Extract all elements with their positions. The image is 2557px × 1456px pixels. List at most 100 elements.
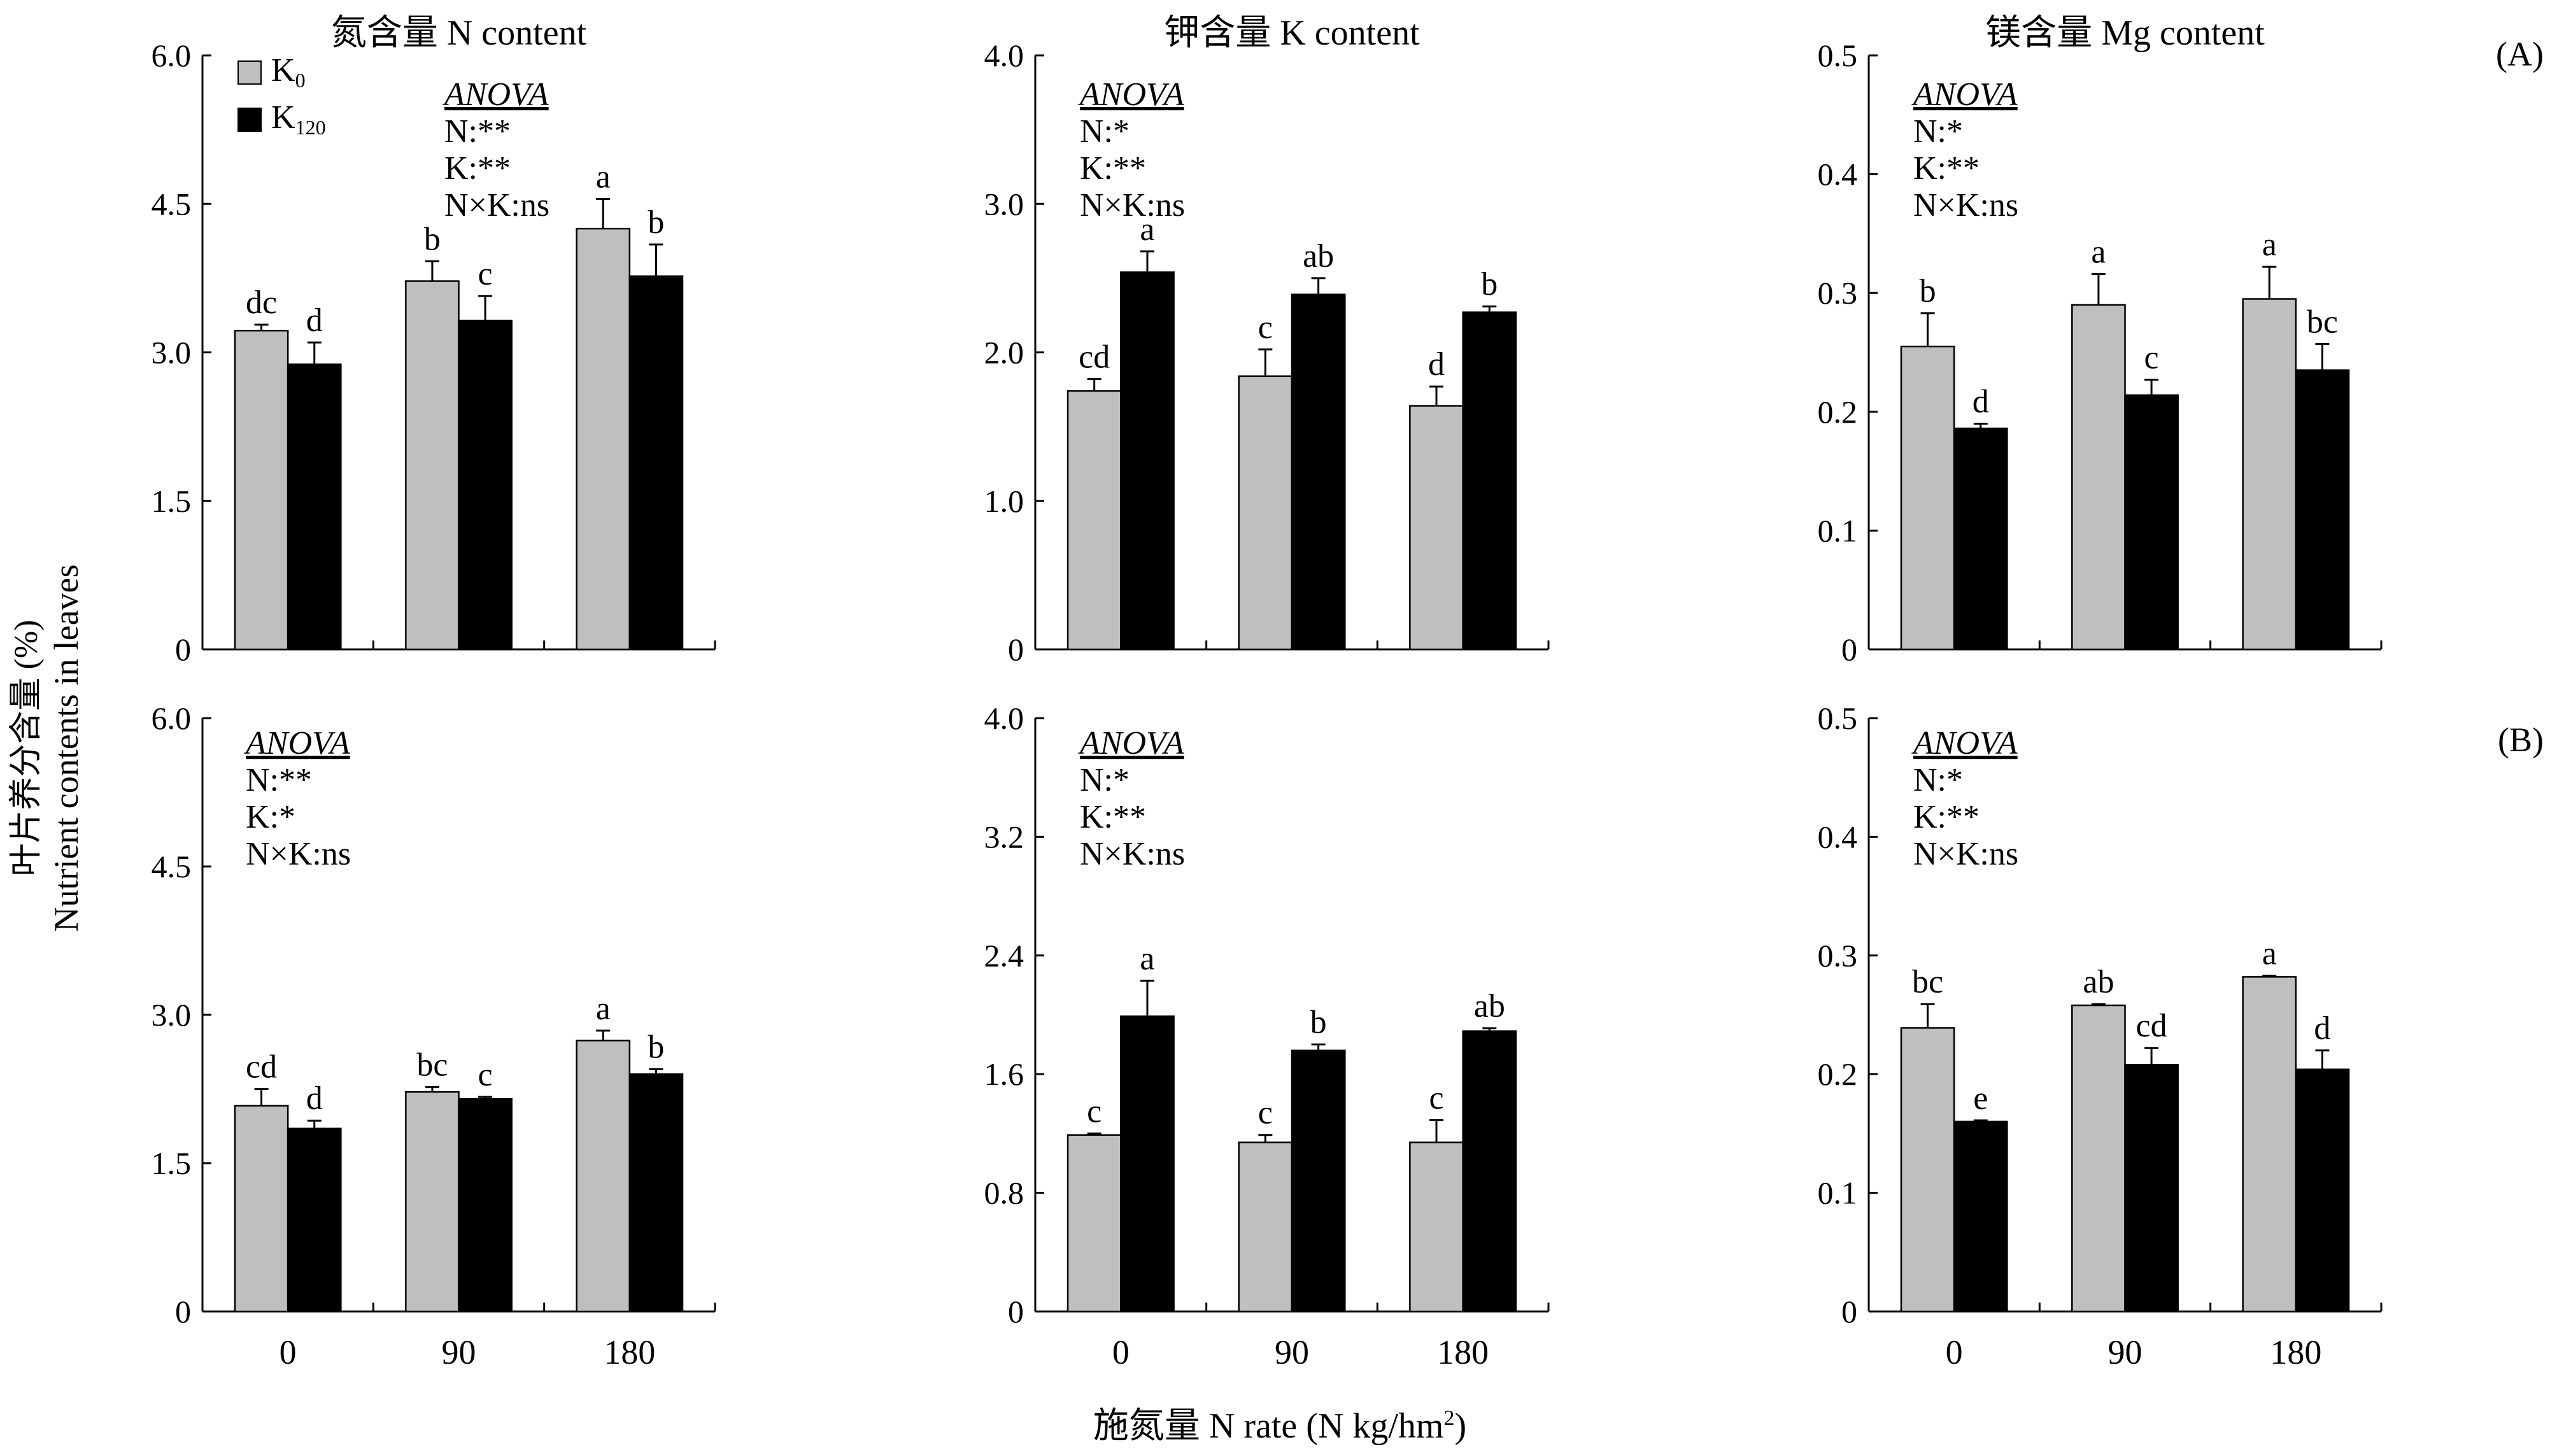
bar-k0-90 xyxy=(405,1091,460,1313)
bar-k120-180 xyxy=(628,1073,684,1313)
y-tick-label: 0 xyxy=(1008,1294,1024,1329)
bar-k0-180 xyxy=(1409,1141,1464,1313)
significance-letter: e xyxy=(1973,1080,1988,1117)
significance-letter: c xyxy=(1258,309,1273,346)
x-tick-label: 90 xyxy=(442,1333,476,1371)
x-tick-label: 180 xyxy=(2270,1333,2321,1371)
significance-letter: b xyxy=(1310,1005,1327,1041)
y-tick-label: 0 xyxy=(175,1294,191,1329)
chart-panel-A-Mg: 0 0.1 0.2 0.3 0.4 0.5 b a a d c bc 镁含量 Mg content ANO… xyxy=(1818,13,2383,667)
significance-letter: d xyxy=(1428,346,1445,383)
y-tick-label: 0.3 xyxy=(1818,275,1858,311)
bar-k0-90 xyxy=(2071,304,2126,651)
significance-letter: b xyxy=(1481,266,1498,302)
x-tick-label: 0 xyxy=(280,1333,297,1371)
x-axis-label: 施氮量 N rate (N kg/hm2) xyxy=(1093,1406,1466,1446)
bar-k0-180 xyxy=(2242,976,2297,1313)
anova-line: K:* xyxy=(246,799,295,835)
anova-title: ANOVA xyxy=(1911,76,2018,113)
y-tick-label: 0.2 xyxy=(1818,394,1858,430)
bar-k120-90 xyxy=(1291,1049,1346,1313)
y-tick-label: 2.0 xyxy=(984,335,1024,371)
bar-k0-180 xyxy=(2242,298,2297,651)
anova-line: N:** xyxy=(444,113,511,150)
significance-letter: b xyxy=(648,204,664,241)
chart-panel-B-N: 0 1.5 3.0 4.5 6.0 0 90 180 cd bc a d c b ANOVAN:**K:*N… xyxy=(152,700,716,1371)
y-tick-label: 0 xyxy=(1008,632,1024,667)
y-tick-label: 0.8 xyxy=(984,1175,1024,1211)
significance-letter: d xyxy=(2314,1010,2330,1047)
legend: K0 K120 xyxy=(237,52,326,139)
y-tick-label: 1.0 xyxy=(984,483,1024,519)
chart-panel-B-Mg: 0 0.1 0.2 0.3 0.4 0.5 0 90 180 bc ab a e cd d ANOVAN:*K… xyxy=(1818,700,2383,1371)
bar-k0-0 xyxy=(1900,1027,1955,1313)
bar-k120-90 xyxy=(2124,1064,2179,1313)
y-axis-label-zh: 叶片养分含量 (%) xyxy=(8,620,45,877)
bar-k0-0 xyxy=(234,330,289,651)
anova-title: ANOVA xyxy=(244,725,350,761)
panel-tag-a: (A) xyxy=(2496,35,2544,73)
significance-letter: a xyxy=(596,159,611,195)
anova-line: K:** xyxy=(1913,799,1980,835)
chart-title: 镁含量 Mg content xyxy=(1985,13,2265,53)
y-tick-label: 0 xyxy=(1841,632,1857,667)
bar-k120-180 xyxy=(1462,1030,1517,1313)
significance-letter: a xyxy=(1140,211,1154,248)
bar-k120-180 xyxy=(2295,369,2350,651)
bar-k0-90 xyxy=(1238,375,1293,651)
x-axis-label-close: ) xyxy=(1454,1406,1466,1446)
y-tick-label: 1.5 xyxy=(152,483,192,519)
bar-k120-0 xyxy=(287,363,342,651)
y-tick-label: 4.0 xyxy=(984,700,1024,736)
significance-letter: cd xyxy=(246,1049,277,1085)
anova-line: N:* xyxy=(1913,113,1963,150)
bar-k120-0 xyxy=(1953,427,2008,651)
bar-k0-180 xyxy=(576,1040,631,1313)
legend-label-k120: K120 xyxy=(271,99,326,139)
bar-k120-180 xyxy=(628,275,684,651)
significance-letter: bc xyxy=(416,1047,448,1083)
significance-letter: b xyxy=(1920,273,1936,309)
bar-k120-0 xyxy=(1120,271,1175,651)
chart-title: 氮含量 N content xyxy=(331,13,587,53)
x-axis-label-superscript: 2 xyxy=(1443,1406,1454,1430)
bar-k120-0 xyxy=(1120,1015,1175,1313)
significance-letter: ab xyxy=(2083,964,2114,1000)
significance-letter: b xyxy=(648,1029,664,1065)
significance-letter: ab xyxy=(1474,988,1505,1024)
y-tick-label: 2.4 xyxy=(984,938,1024,973)
bar-k120-0 xyxy=(287,1127,342,1313)
significance-letter: c xyxy=(478,256,493,292)
bar-k120-90 xyxy=(1291,293,1346,651)
anova-line: N×K:ns xyxy=(1080,836,1185,872)
anova-line: N×K:ns xyxy=(1080,187,1185,223)
bar-k120-180 xyxy=(1462,311,1517,651)
legend-swatch-k120 xyxy=(237,108,262,132)
bar-k120-180 xyxy=(2295,1068,2350,1313)
chart-title: 钾含量 K content xyxy=(1164,13,1420,53)
panel-tag-b: (B) xyxy=(2498,721,2544,759)
y-tick-label: 0.5 xyxy=(1818,38,1858,73)
significance-letter: a xyxy=(1140,940,1154,977)
significance-letter: c xyxy=(1429,1080,1443,1116)
y-tick-label: 0 xyxy=(175,632,191,667)
significance-letter: cd xyxy=(1079,339,1110,375)
y-tick-label: 1.5 xyxy=(152,1145,192,1181)
y-tick-label: 0.5 xyxy=(1818,700,1858,736)
y-tick-label: 4.5 xyxy=(152,849,192,884)
anova-title: ANOVA xyxy=(443,76,549,113)
bar-k0-90 xyxy=(405,280,460,651)
y-tick-label: 0.4 xyxy=(1818,819,1858,854)
significance-letter: dc xyxy=(246,285,277,321)
significance-letter: d xyxy=(1973,383,1989,420)
y-tick-label: 6.0 xyxy=(152,38,192,73)
y-tick-label: 0.1 xyxy=(1818,512,1858,548)
anova-title: ANOVA xyxy=(1078,725,1184,761)
anova-line: N×K:ns xyxy=(1913,187,2018,223)
y-tick-label: 0.3 xyxy=(1818,938,1858,973)
anova-line: N×K:ns xyxy=(1913,836,2018,872)
legend-swatch-k0 xyxy=(237,60,262,85)
bar-k0-0 xyxy=(1066,1134,1122,1313)
